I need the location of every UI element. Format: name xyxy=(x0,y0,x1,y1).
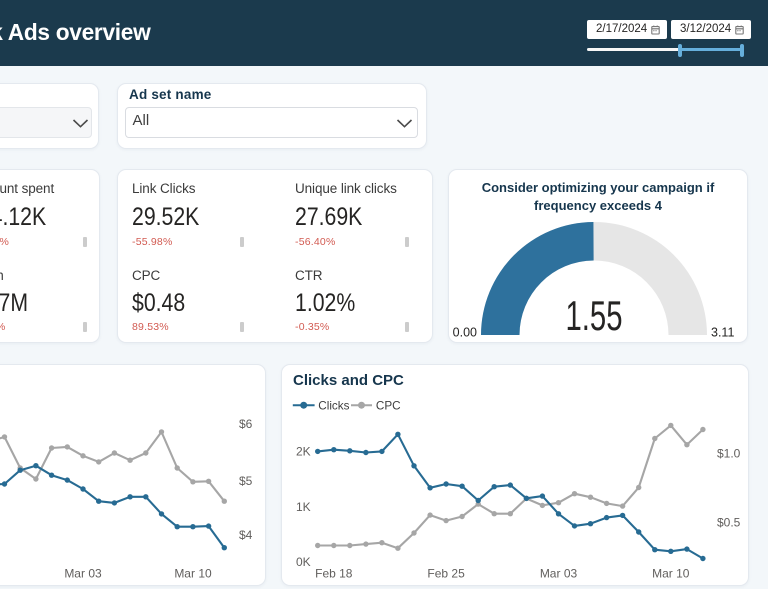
svg-text:$6: $6 xyxy=(239,417,253,431)
svg-text:0K: 0K xyxy=(296,555,311,569)
svg-text:CPC: CPC xyxy=(376,400,401,413)
svg-text:$0.5: $0.5 xyxy=(717,515,741,529)
svg-text:Mar 03: Mar 03 xyxy=(64,567,102,581)
svg-text:$1.0: $1.0 xyxy=(717,446,741,460)
svg-text:Clicks: Clicks xyxy=(318,400,349,413)
svg-text:Mar 03: Mar 03 xyxy=(540,567,578,581)
svg-text:2K: 2K xyxy=(296,445,311,459)
svg-text:1K: 1K xyxy=(296,500,311,514)
svg-text:Mar 10: Mar 10 xyxy=(174,567,212,581)
svg-text:$4: $4 xyxy=(239,528,253,542)
svg-text:$5: $5 xyxy=(239,474,253,488)
svg-text:Feb 18: Feb 18 xyxy=(315,567,353,581)
svg-text:Mar 10: Mar 10 xyxy=(652,567,690,581)
svg-text:Feb 25: Feb 25 xyxy=(427,567,465,581)
svg-text:3.11: 3.11 xyxy=(711,325,734,339)
svg-text:1.55: 1.55 xyxy=(566,292,623,339)
svg-text:0.00: 0.00 xyxy=(453,325,477,339)
